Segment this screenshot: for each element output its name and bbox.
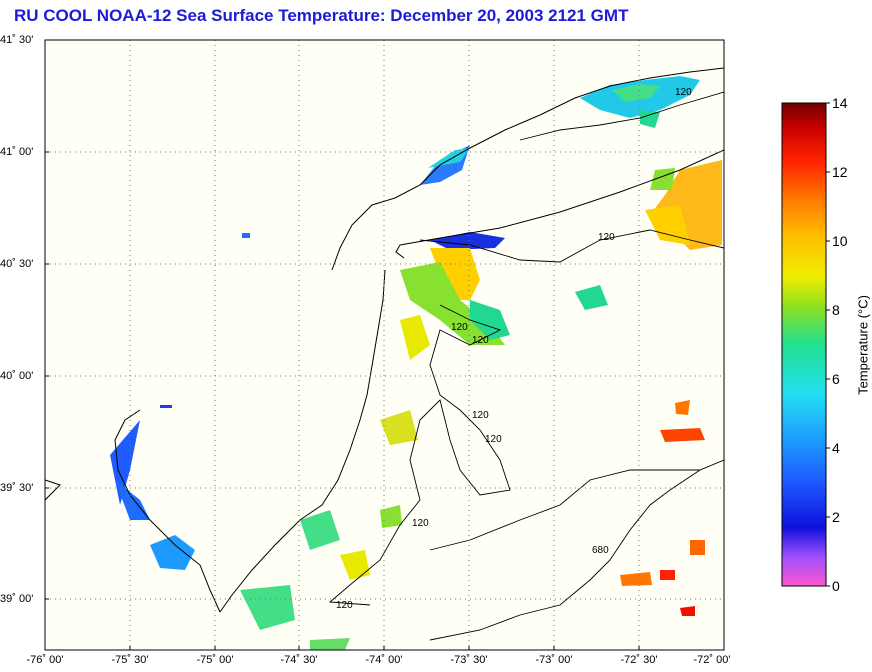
lon-tick-label: -75˚ 30' xyxy=(111,654,149,666)
colorbar-tick-label: 12 xyxy=(832,164,848,180)
colorbar-tick-label: 14 xyxy=(832,95,848,111)
colorbar-label: Temperature (°C) xyxy=(855,295,871,395)
lat-tick-label: 40˚ 00' xyxy=(0,370,34,382)
contour-label: 680 xyxy=(592,545,609,556)
contour-label: 120 xyxy=(472,410,489,421)
lon-tick-label: -73˚ 30' xyxy=(450,654,488,666)
contour-label: 120 xyxy=(451,322,468,333)
contour-label: 120 xyxy=(675,87,692,98)
coastline xyxy=(45,67,724,613)
colorbar-tick-label: 0 xyxy=(832,578,840,594)
bathymetry-contours xyxy=(328,91,724,641)
map-title: RU COOL NOAA-12 Sea Surface Temperature:… xyxy=(14,6,629,25)
contour-label: 120 xyxy=(336,600,353,611)
contour-label: 120 xyxy=(412,518,429,529)
lon-tick-label: -74˚ 30' xyxy=(280,654,318,666)
lon-tick-label: -76˚ 00' xyxy=(26,654,64,666)
colorbar-tick-label: 8 xyxy=(832,302,840,318)
colorbar-tick-label: 10 xyxy=(832,233,848,249)
colorbar-tick-label: 4 xyxy=(832,440,840,456)
lon-tick-label: -75˚ 00' xyxy=(196,654,234,666)
lat-tick-label: 41˚ 00' xyxy=(0,146,34,158)
colorbar xyxy=(781,102,827,587)
lon-tick-label: -73˚ 00' xyxy=(535,654,573,666)
colorbar-tick-label: 2 xyxy=(832,509,840,525)
lon-tick-label: -74˚ 00' xyxy=(365,654,403,666)
lat-tick-label: 39˚ 30' xyxy=(0,482,34,494)
lat-tick-label: 41˚ 30' xyxy=(0,34,34,46)
colorbar-tick-label: 6 xyxy=(832,371,840,387)
lat-tick-label: 40˚ 30' xyxy=(0,258,34,270)
lon-tick-label: -72˚ 30' xyxy=(620,654,658,666)
contour-label: 120 xyxy=(485,434,502,445)
lat-tick-label: 39˚ 00' xyxy=(0,593,34,605)
contour-label: 120 xyxy=(472,335,489,346)
graticule xyxy=(45,40,724,650)
lon-tick-label: -72˚ 00' xyxy=(693,654,731,666)
contour-label: 120 xyxy=(598,232,615,243)
